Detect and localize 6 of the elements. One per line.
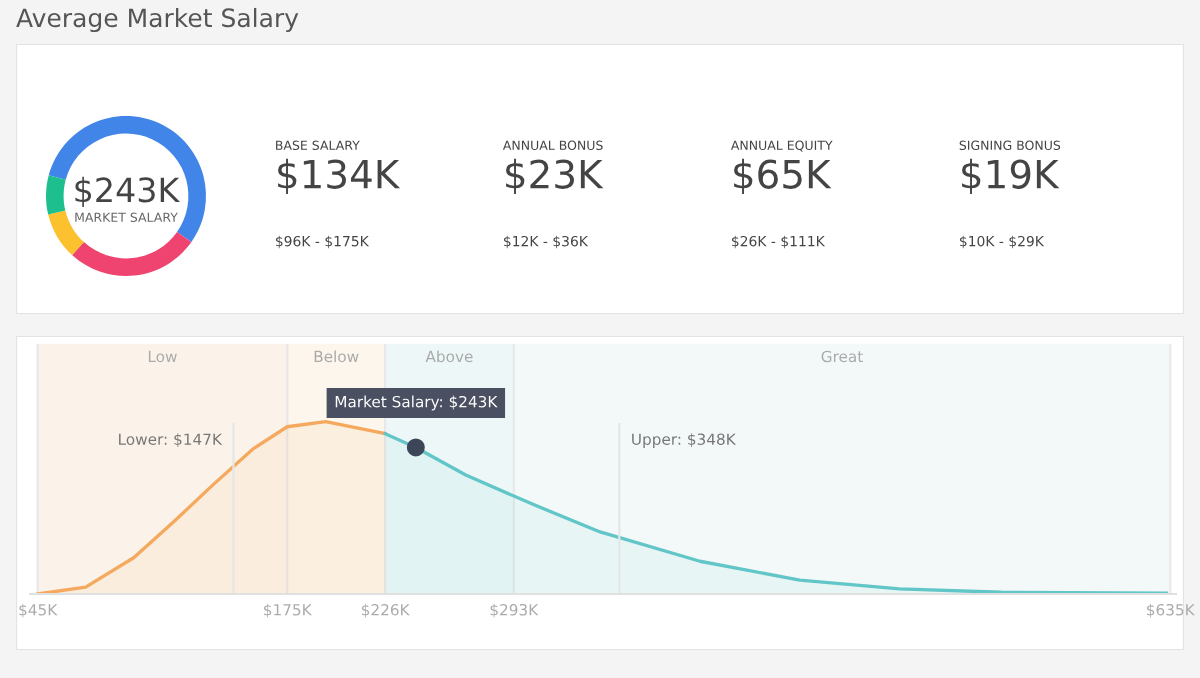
text: $243K — [75, 176, 181, 207]
chart-title: Average Market Salary — [16, 7, 299, 33]
text: $19K — [962, 158, 1060, 195]
text: $23K — [506, 158, 604, 195]
text: $65K — [734, 158, 832, 195]
text: $134K — [278, 158, 401, 195]
